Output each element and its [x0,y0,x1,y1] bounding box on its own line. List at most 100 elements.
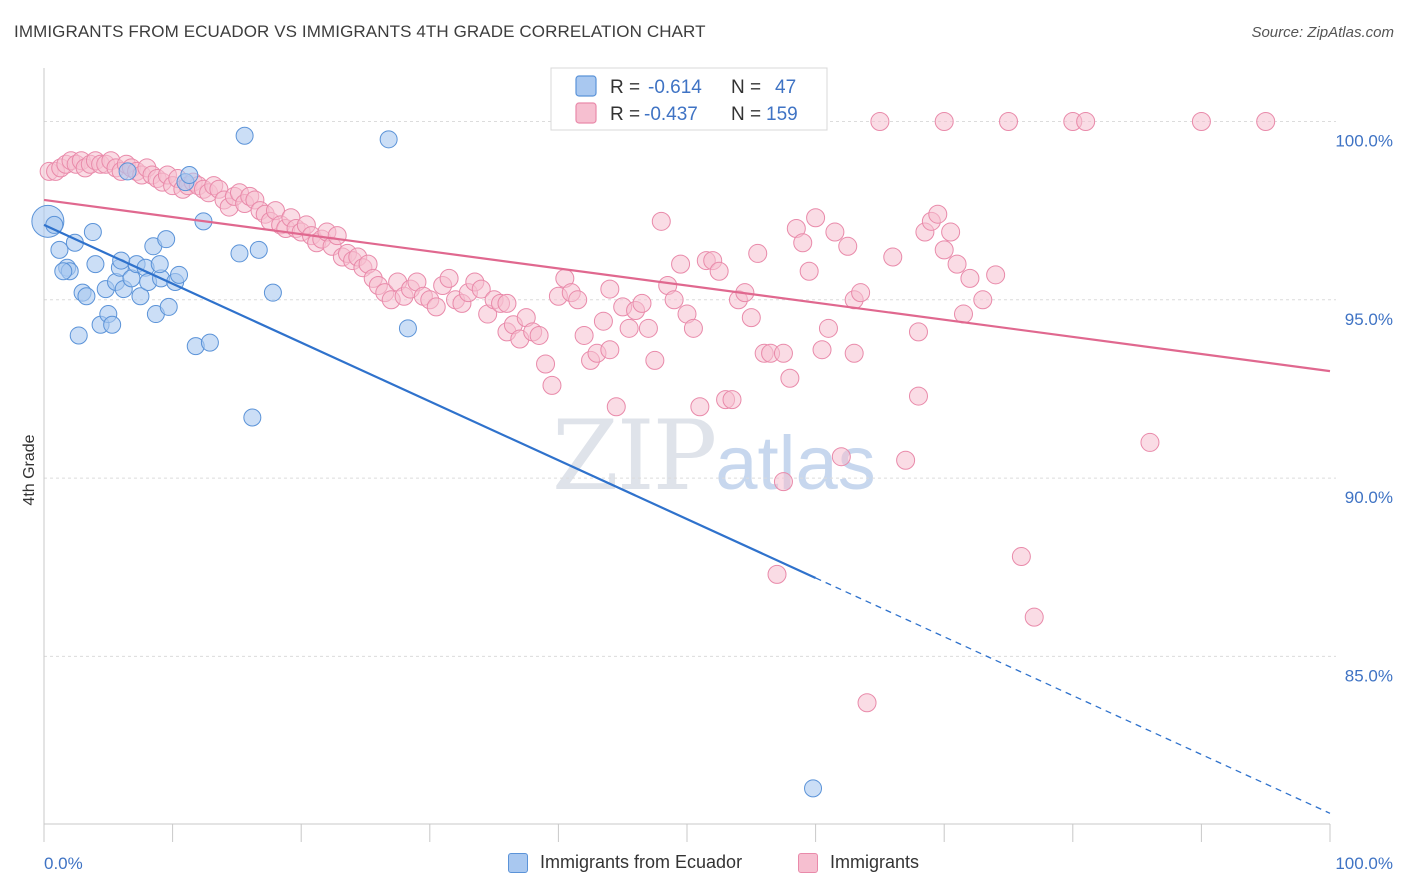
point-ecuador [159,297,178,316]
point-immigrants [632,293,652,313]
point-immigrants [426,297,446,317]
point-immigrants [806,208,826,228]
legend-r-label-2: R = [610,104,640,125]
point-immigrants [934,240,954,260]
point-immigrants [536,354,556,374]
watermark-zip: ZIP [552,400,717,512]
point-immigrants [722,390,742,410]
point-immigrants [799,261,819,281]
point-immigrants [908,322,928,342]
point-immigrants [767,564,787,584]
legend-swatch-pink [575,102,597,124]
point-ecuador [200,333,219,352]
point-immigrants [1256,111,1276,131]
point-immigrants [471,279,491,299]
point-immigrants [574,325,594,345]
point-immigrants [908,386,928,406]
point-ecuador [77,287,96,306]
legend-item-immigrants: Immigrants [798,852,919,873]
point-immigrants [542,375,562,395]
point-ecuador [118,162,137,181]
legend-n-value-2: 159 [766,104,798,125]
gridlines [44,120,1336,657]
point-immigrants [327,226,347,246]
point-immigrants [671,254,691,274]
point-immigrants [812,340,832,360]
point-immigrants [645,350,665,370]
trend-line-ecuador [43,223,817,579]
point-immigrants [780,368,800,388]
x-tick-label-min: 0.0% [44,854,83,873]
point-ecuador [131,287,150,306]
tick-labels: 85.0% 90.0% 95.0% 100.0% 0.0% 100.0% [44,131,1393,873]
point-immigrants [709,261,729,281]
point-immigrants [844,343,864,363]
point-ecuador [150,255,169,274]
point-immigrants [960,268,980,288]
legend-label-ecuador: Immigrants from Ecuador [540,852,743,872]
stats-legend: R = -0.614 N = 47 R = -0.437 N = 159 [550,67,828,131]
point-immigrants [1024,607,1044,627]
point-immigrants [928,204,948,224]
point-immigrants [941,222,961,242]
legend-n-label-1: N = [731,77,761,98]
point-ecuador [180,165,199,184]
legend-r-value-2: -0.437 [644,104,698,125]
legend-swatch-blue [575,75,597,97]
point-immigrants [883,247,903,267]
chart-title: IMMIGRANTS FROM ECUADOR VS IMMIGRANTS 4T… [14,22,706,41]
point-immigrants [619,318,639,338]
point-immigrants [664,290,684,310]
legend-label-immigrants: Immigrants [830,852,920,872]
point-immigrants [439,268,459,288]
point-immigrants [973,290,993,310]
y-axis-title: 4th Grade [21,434,38,505]
point-immigrants [638,318,658,338]
point-ecuador [804,779,823,798]
point-immigrants [600,340,620,360]
point-immigrants [1140,432,1160,452]
point-immigrants [568,290,588,310]
point-immigrants [683,318,703,338]
point-ecuador [243,408,262,427]
y-tick-label: 85.0% [1345,666,1393,685]
point-immigrants [857,693,877,713]
point-immigrants [838,236,858,256]
point-immigrants [947,254,967,274]
point-immigrants [934,111,954,131]
point-ecuador [398,319,417,338]
trend-line-ecuador-extension [815,577,1331,814]
point-immigrants [851,283,871,303]
point-ecuador [379,130,398,149]
point-immigrants [1191,111,1211,131]
trend-lines [43,198,1331,814]
point-immigrants [793,233,813,253]
point-immigrants [606,397,626,417]
point-immigrants [690,397,710,417]
point-immigrants [741,308,761,328]
series-immigrants-points [39,111,1276,713]
series-ecuador-points [31,126,823,798]
point-immigrants [593,311,613,331]
point-immigrants [497,293,517,313]
point-ecuador [170,265,189,284]
watermark-atlas: atlas [715,421,876,506]
legend-swatch-immigrants [798,852,818,873]
point-ecuador [86,255,105,274]
point-ecuador [235,126,254,145]
point-immigrants [986,265,1006,285]
point-immigrants [825,222,845,242]
point-immigrants [773,472,793,492]
axes [43,68,1331,842]
y-tick-label: 95.0% [1345,310,1393,329]
point-immigrants [999,111,1018,131]
legend-n-label-2: N = [731,104,761,125]
point-ecuador [249,240,268,259]
point-immigrants [831,447,851,467]
point-ecuador [45,215,64,234]
y-tick-label: 100.0% [1335,131,1393,150]
point-immigrants [896,450,916,470]
point-ecuador [103,315,122,334]
point-immigrants [870,111,890,131]
